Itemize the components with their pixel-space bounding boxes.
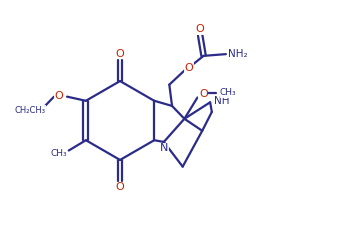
Text: CH₃: CH₃ <box>50 149 67 158</box>
Text: O: O <box>116 49 125 59</box>
Text: CH₃: CH₃ <box>220 88 237 97</box>
Text: N: N <box>159 143 168 153</box>
Text: NH₂: NH₂ <box>228 49 248 59</box>
Text: O: O <box>196 24 204 34</box>
Text: CH₂CH₃: CH₂CH₃ <box>15 106 46 115</box>
Text: NH: NH <box>214 96 230 106</box>
Text: O: O <box>54 91 63 101</box>
Text: O: O <box>199 89 208 99</box>
Text: O: O <box>185 63 193 73</box>
Text: O: O <box>116 182 125 192</box>
